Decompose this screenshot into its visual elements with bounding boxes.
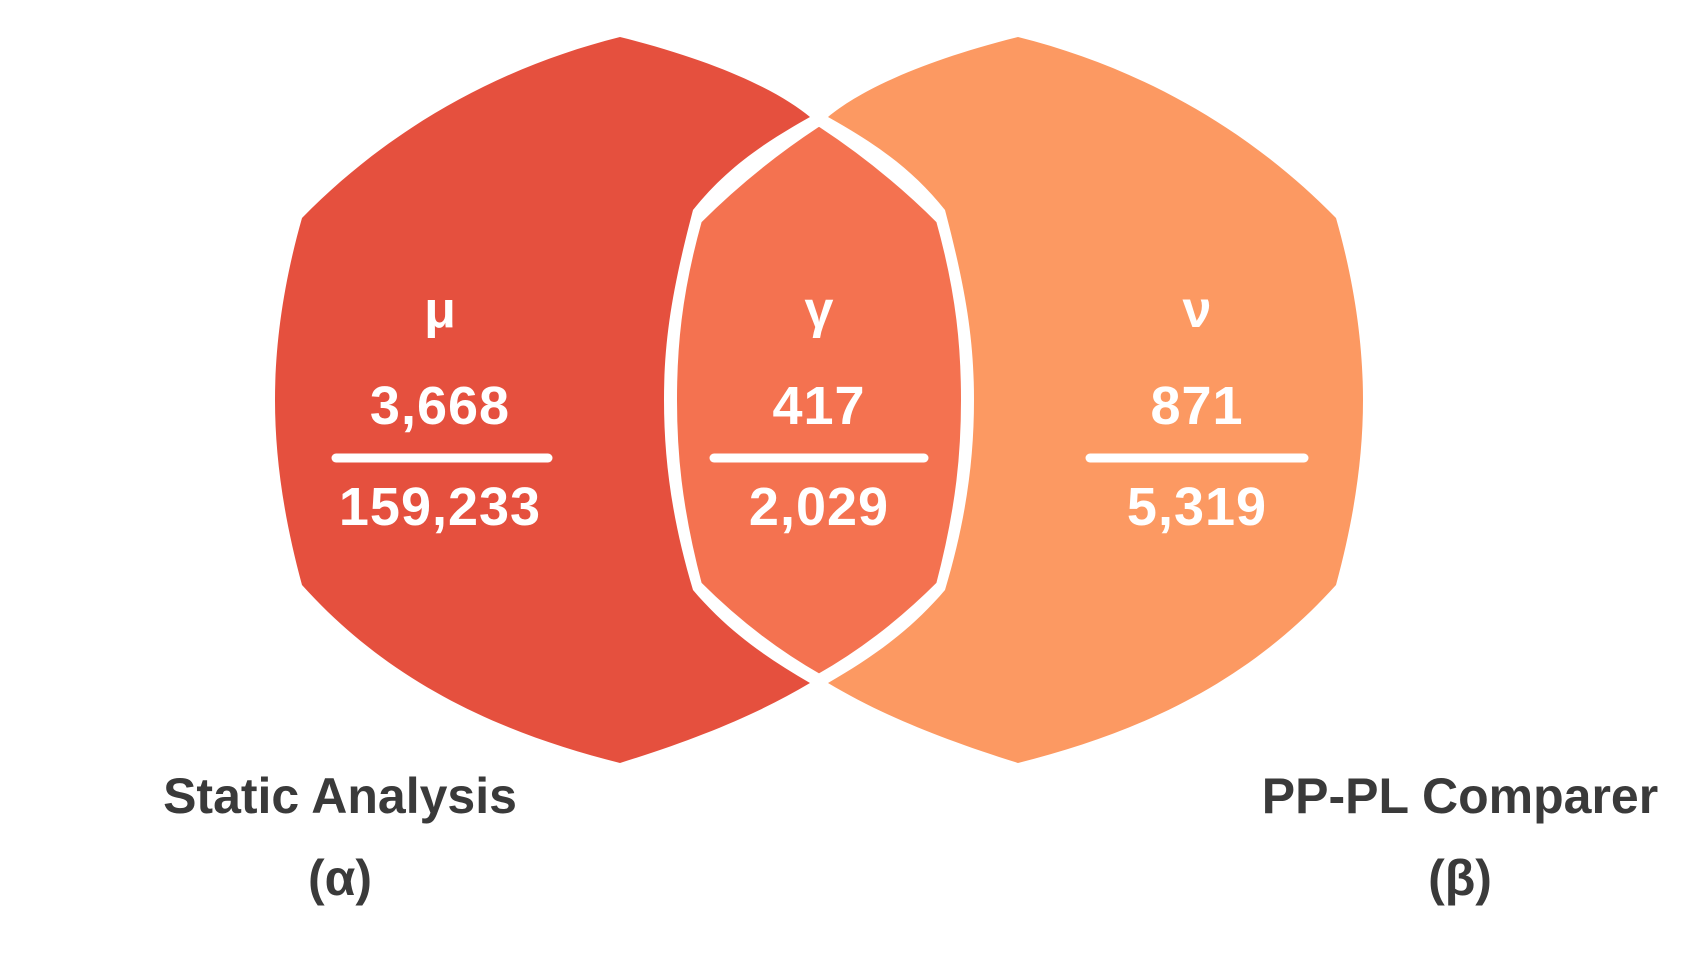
set-intersection-shape bbox=[669, 118, 969, 682]
left-only-denominator: 159,233 bbox=[339, 477, 541, 537]
set-pp-pl-comparer-shape bbox=[828, 37, 1363, 763]
left-only-symbol: μ bbox=[424, 281, 456, 339]
intersection-denominator: 2,029 bbox=[749, 477, 889, 537]
right-only-denominator: 5,319 bbox=[1127, 477, 1267, 537]
set-static-analysis-shape bbox=[275, 37, 810, 763]
intersection-symbol: γ bbox=[805, 281, 834, 339]
intersection-numerator: 417 bbox=[772, 376, 865, 436]
right-only-symbol: ν bbox=[1183, 281, 1212, 339]
set-symbol-beta: (β) bbox=[1428, 850, 1492, 906]
left-only-numerator: 3,668 bbox=[370, 376, 510, 436]
set-label-pp-pl-comparer: PP-PL Comparer bbox=[1262, 768, 1658, 824]
right-only-numerator: 871 bbox=[1150, 376, 1243, 436]
set-symbol-alpha: (α) bbox=[308, 850, 372, 906]
set-label-static-analysis: Static Analysis bbox=[163, 768, 517, 824]
